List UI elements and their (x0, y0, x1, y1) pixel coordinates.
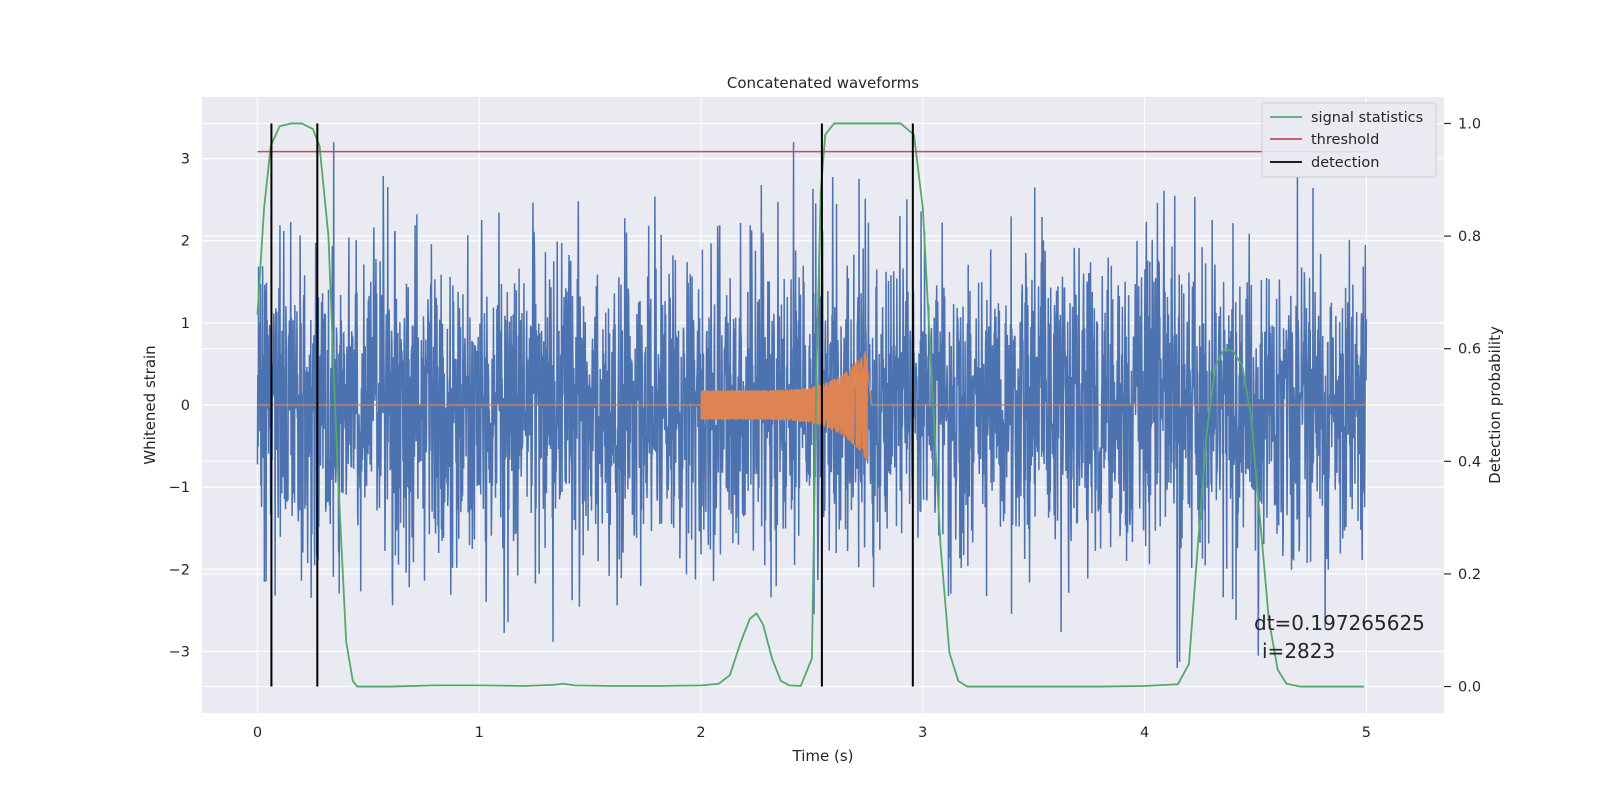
legend-box (1261, 102, 1437, 178)
legend-label-threshold: threshold (1311, 132, 1379, 148)
y-right-axis-ticks: 0.0 0.2 0.4 0.6 0.8 1.0 (1444, 116, 1481, 696)
y-right-tick-label: 0.2 (1458, 567, 1481, 583)
injected-chirp-series (257, 350, 1367, 462)
x-axis-ticks: 0 1 2 3 4 5 (253, 725, 1371, 741)
x-tick-label: 5 (1362, 725, 1371, 741)
y-tick-label: −1 (169, 480, 190, 496)
whitened-strain-series (256, 142, 1368, 668)
y-tick-label: 3 (181, 152, 190, 168)
x-tick-label: 0 (253, 725, 262, 741)
y-tick-label: 1 (181, 316, 190, 332)
detection-lines (270, 123, 914, 687)
y-right-axis-label: Detection probability (1486, 326, 1504, 484)
x-tick-label: 4 (1140, 725, 1149, 741)
legend-label-signal-statistics: signal statistics (1311, 110, 1423, 126)
y-axis-label: Whitened strain (141, 345, 159, 464)
x-axis-label: Time (s) (792, 747, 854, 765)
chart-title: Concatenated waveforms (727, 74, 919, 92)
series-layer (256, 122, 1368, 688)
y-right-tick-label: 0.0 (1458, 680, 1481, 696)
y-right-tick-label: 1.0 (1458, 116, 1481, 132)
y-tick-label: −2 (169, 562, 190, 578)
annotation-index: i=2823 (1262, 639, 1335, 663)
legend-label-detection: detection (1311, 155, 1379, 171)
y-tick-label: 2 (181, 234, 190, 250)
x-tick-label: 3 (918, 725, 927, 741)
annotation-dt: dt=0.197265625 (1254, 611, 1425, 635)
x-tick-label: 2 (696, 725, 705, 741)
legend: signal statistics threshold detection (1261, 102, 1437, 178)
y-right-tick-label: 0.6 (1458, 342, 1481, 358)
y-right-tick-label: 0.8 (1458, 229, 1481, 245)
y-tick-label: 0 (181, 398, 190, 414)
signal-statistics-line (256, 122, 1365, 688)
y-axis-ticks: −3 −2 −1 0 1 2 3 (169, 152, 190, 661)
y-right-tick-label: 0.4 (1458, 454, 1481, 470)
x-tick-label: 1 (475, 725, 484, 741)
y-tick-label: −3 (169, 644, 190, 660)
